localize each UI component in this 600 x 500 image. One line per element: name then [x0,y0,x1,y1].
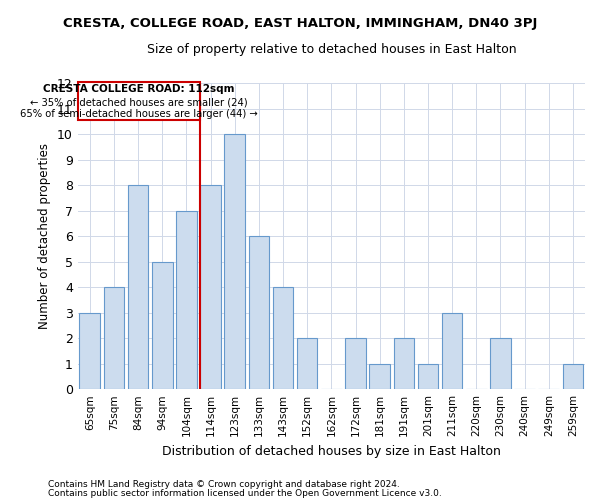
X-axis label: Distribution of detached houses by size in East Halton: Distribution of detached houses by size … [162,444,501,458]
Text: ← 35% of detached houses are smaller (24): ← 35% of detached houses are smaller (24… [30,97,248,107]
Bar [297,338,317,389]
Bar [224,134,245,389]
Bar [418,364,438,389]
Text: Contains HM Land Registry data © Crown copyright and database right 2024.: Contains HM Land Registry data © Crown c… [48,480,400,489]
Text: 65% of semi-detached houses are larger (44) →: 65% of semi-detached houses are larger (… [20,109,258,119]
Text: CRESTA COLLEGE ROAD: 112sqm: CRESTA COLLEGE ROAD: 112sqm [43,84,235,94]
Bar [490,338,511,389]
Bar [79,312,100,389]
Bar [128,185,148,389]
Title: Size of property relative to detached houses in East Halton: Size of property relative to detached ho… [146,42,516,56]
Bar [200,185,221,389]
Bar [394,338,414,389]
Bar [273,287,293,389]
Bar [345,338,366,389]
Bar [77,82,200,120]
Bar [104,287,124,389]
Text: CRESTA, COLLEGE ROAD, EAST HALTON, IMMINGHAM, DN40 3PJ: CRESTA, COLLEGE ROAD, EAST HALTON, IMMIN… [63,18,537,30]
Text: Contains public sector information licensed under the Open Government Licence v3: Contains public sector information licen… [48,490,442,498]
Bar [176,210,197,389]
Bar [563,364,583,389]
Bar [152,262,173,389]
Bar [442,312,463,389]
Bar [370,364,390,389]
Y-axis label: Number of detached properties: Number of detached properties [38,143,52,329]
Bar [248,236,269,389]
